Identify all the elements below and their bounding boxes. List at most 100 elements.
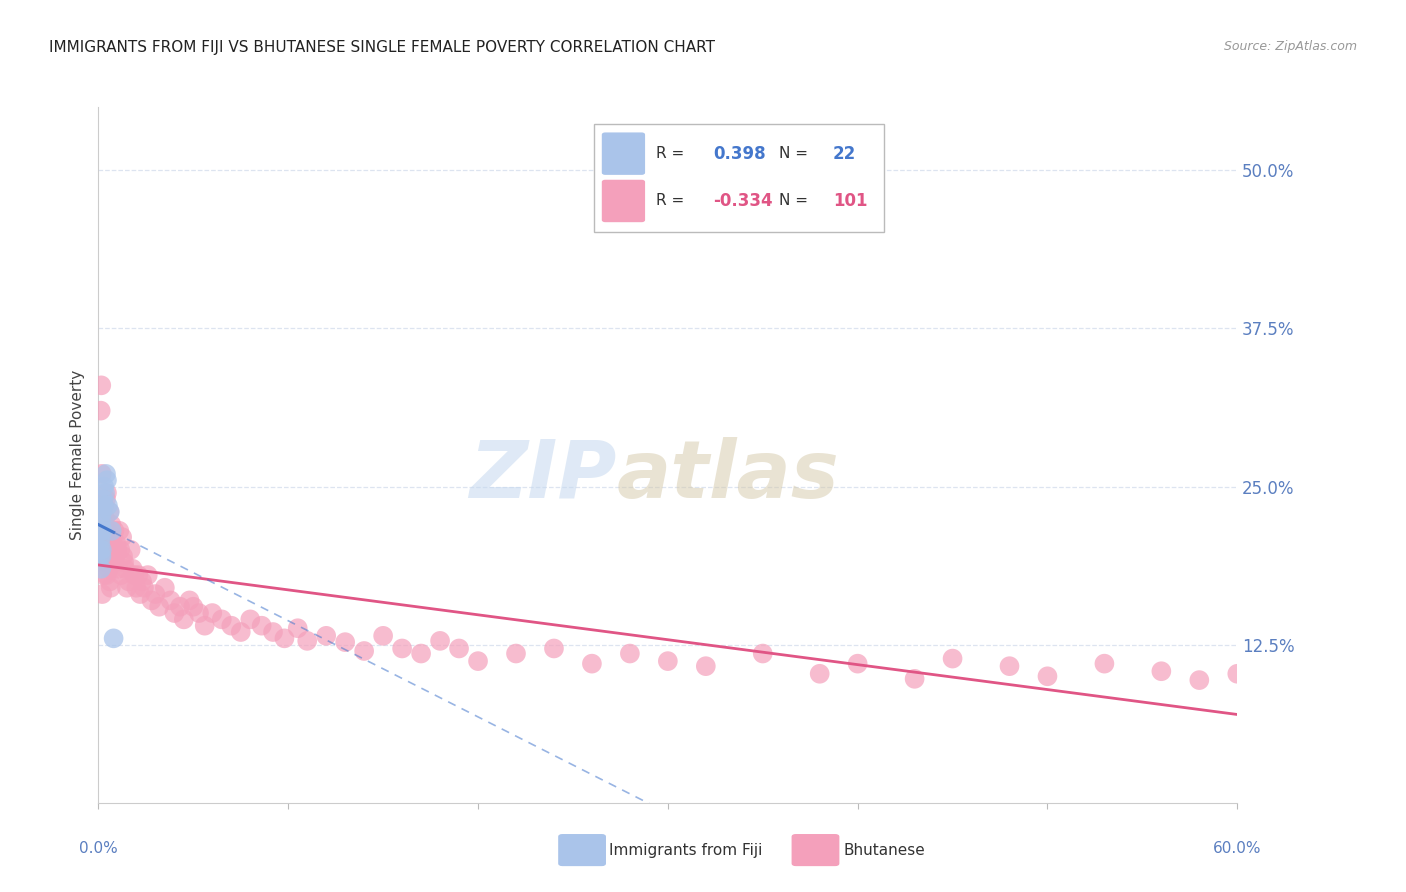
Point bbox=[107, 562, 129, 576]
Point bbox=[131, 574, 153, 589]
Point bbox=[96, 542, 118, 557]
Point bbox=[93, 499, 115, 513]
Point bbox=[1264, 677, 1286, 691]
Text: ZIP: ZIP bbox=[470, 437, 617, 515]
Point bbox=[103, 524, 125, 538]
Point bbox=[100, 556, 122, 570]
Point bbox=[315, 629, 337, 643]
Point bbox=[163, 606, 186, 620]
Point bbox=[846, 657, 869, 671]
Point bbox=[98, 505, 121, 519]
Point bbox=[89, 536, 111, 550]
Point bbox=[103, 632, 125, 646]
Text: atlas: atlas bbox=[617, 437, 839, 515]
FancyBboxPatch shape bbox=[602, 180, 645, 222]
Point bbox=[97, 562, 120, 576]
Point bbox=[104, 549, 127, 563]
Point bbox=[93, 568, 115, 582]
Point bbox=[695, 659, 717, 673]
Point bbox=[808, 666, 831, 681]
Point bbox=[287, 621, 309, 635]
Point bbox=[1322, 669, 1344, 683]
Point bbox=[96, 486, 118, 500]
Point bbox=[96, 568, 118, 582]
Point bbox=[111, 530, 134, 544]
Point bbox=[89, 536, 111, 550]
Text: 0.398: 0.398 bbox=[713, 145, 766, 162]
Point bbox=[159, 593, 181, 607]
Point bbox=[250, 618, 273, 632]
Point bbox=[98, 505, 121, 519]
Point bbox=[904, 672, 927, 686]
Point bbox=[169, 599, 191, 614]
Point bbox=[114, 562, 136, 576]
Point bbox=[91, 492, 114, 507]
Text: R =: R = bbox=[657, 146, 689, 161]
Point bbox=[145, 587, 167, 601]
Point bbox=[127, 568, 149, 582]
Point bbox=[353, 644, 375, 658]
Point bbox=[90, 378, 112, 392]
Text: Immigrants from Fiji: Immigrants from Fiji bbox=[609, 843, 762, 857]
Point bbox=[179, 593, 201, 607]
Point bbox=[1150, 665, 1173, 679]
Point bbox=[91, 524, 114, 538]
Point bbox=[262, 625, 284, 640]
Point bbox=[94, 486, 117, 500]
Point bbox=[100, 581, 122, 595]
Point bbox=[90, 511, 112, 525]
Point bbox=[449, 641, 471, 656]
Text: 60.0%: 60.0% bbox=[1213, 841, 1261, 856]
Point bbox=[90, 530, 112, 544]
Text: -0.334: -0.334 bbox=[713, 192, 773, 210]
Point bbox=[371, 629, 394, 643]
FancyBboxPatch shape bbox=[602, 132, 645, 175]
Point bbox=[141, 593, 163, 607]
Point bbox=[273, 632, 295, 646]
Point bbox=[103, 542, 125, 557]
Point bbox=[1226, 666, 1249, 681]
Point bbox=[98, 574, 121, 589]
Point bbox=[94, 492, 117, 507]
Point bbox=[153, 581, 176, 595]
Point bbox=[110, 568, 132, 582]
Point bbox=[183, 599, 205, 614]
Point bbox=[201, 606, 224, 620]
Point bbox=[136, 568, 159, 582]
Point bbox=[942, 651, 965, 665]
Point bbox=[100, 524, 122, 538]
Point bbox=[115, 581, 138, 595]
Point bbox=[93, 479, 115, 493]
Point bbox=[108, 524, 131, 538]
Point bbox=[97, 499, 120, 513]
Point bbox=[132, 581, 155, 595]
Point bbox=[1036, 669, 1059, 683]
Point bbox=[93, 524, 115, 538]
Point bbox=[129, 587, 152, 601]
Point bbox=[89, 524, 111, 538]
Point bbox=[297, 633, 319, 648]
Point bbox=[173, 612, 195, 626]
Point bbox=[100, 517, 122, 532]
Point bbox=[91, 505, 114, 519]
Text: 0.0%: 0.0% bbox=[79, 841, 118, 856]
Point bbox=[121, 562, 143, 576]
Point bbox=[107, 542, 129, 557]
Text: N =: N = bbox=[779, 194, 813, 209]
Point bbox=[391, 641, 413, 656]
Point bbox=[89, 549, 111, 563]
Point bbox=[91, 517, 114, 532]
Point bbox=[239, 612, 262, 626]
Point bbox=[96, 473, 118, 487]
Text: Bhutanese: Bhutanese bbox=[844, 843, 925, 857]
Point bbox=[429, 633, 451, 648]
Point bbox=[89, 542, 111, 557]
Point bbox=[94, 556, 117, 570]
Point bbox=[1188, 673, 1211, 687]
Point bbox=[90, 562, 112, 576]
Text: N =: N = bbox=[779, 146, 813, 161]
Text: 22: 22 bbox=[832, 145, 856, 162]
Point bbox=[211, 612, 233, 626]
Point bbox=[124, 568, 146, 582]
Point bbox=[112, 556, 135, 570]
